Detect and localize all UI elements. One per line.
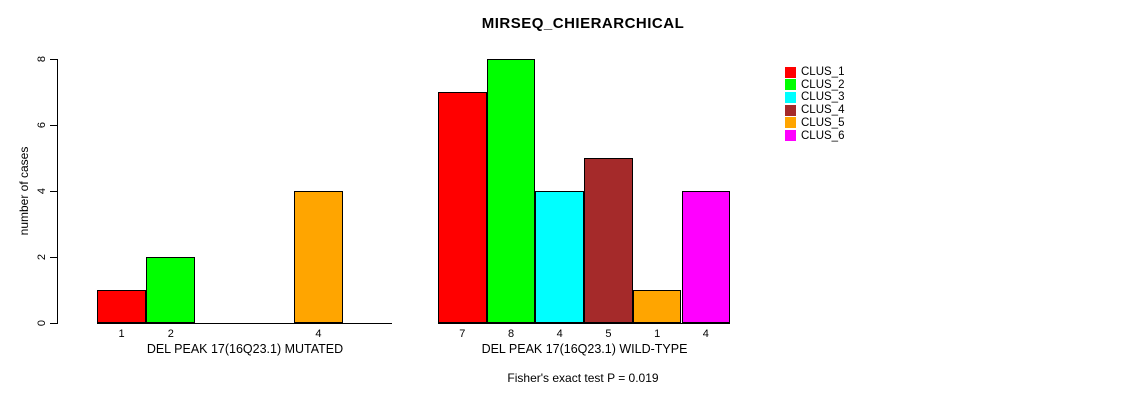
legend-item-CLUS_6: CLUS_6 (785, 130, 844, 142)
legend-color-swatch (785, 66, 796, 78)
y-tick (50, 191, 57, 192)
y-tick-label: 6 (36, 121, 48, 129)
legend-color-swatch (785, 79, 796, 91)
legend-label: CLUS_5 (801, 116, 845, 129)
bar-count-label: 8 (507, 328, 515, 340)
bar-count-label: 4 (702, 328, 709, 340)
bar-count-label: 5 (605, 328, 612, 340)
bar-count-label: 1 (654, 328, 661, 340)
bar-CLUS_3 (535, 191, 585, 323)
bar-count-label: 4 (556, 328, 563, 340)
x-baseline (438, 323, 730, 324)
legend-label: CLUS_1 (801, 66, 845, 78)
y-tick-label: 8 (36, 55, 48, 63)
y-tick-label: 4 (36, 187, 48, 195)
bar-count-label: 4 (315, 328, 322, 340)
bar-CLUS_2 (486, 59, 536, 323)
bar-count-label: 2 (167, 328, 174, 340)
legend-color-swatch (785, 117, 796, 129)
bar-CLUS_1 (97, 290, 147, 323)
bar-CLUS_1 (438, 92, 487, 323)
fisher-test-annotation: Fisher's exact test P = 0.019 (507, 371, 659, 385)
legend-item-CLUS_3: CLUS_3 (785, 91, 844, 103)
y-tick-label: 0 (36, 319, 48, 327)
legend-item-CLUS_2: CLUS_2 (785, 79, 844, 91)
legend-label: CLUS_4 (801, 104, 845, 117)
chart-title: MIRSEQ_CHIERARCHICAL (481, 15, 685, 32)
y-tick (50, 59, 57, 60)
legend-item-CLUS_1: CLUS_1 (785, 66, 844, 78)
legend-color-swatch (785, 91, 796, 103)
legend-item-CLUS_4: CLUS_4 (785, 104, 844, 116)
legend-color-swatch (785, 104, 796, 116)
group-label-mutated: DEL PEAK 17(16Q23.1) MUTATED (146, 342, 344, 356)
bar-CLUS_4 (584, 158, 633, 323)
bar-CLUS_5 (293, 191, 343, 323)
x-baseline (97, 323, 392, 324)
bar-count-label: 1 (118, 328, 125, 340)
legend-label: CLUS_6 (801, 129, 845, 142)
y-tick (50, 257, 57, 258)
legend-label: CLUS_3 (801, 91, 845, 104)
group-label-wild-type: DEL PEAK 17(16Q23.1) WILD-TYPE (481, 342, 688, 356)
legend-label: CLUS_2 (801, 78, 845, 91)
y-axis-line (57, 59, 58, 324)
y-tick (50, 323, 57, 324)
bar-count-label: 7 (459, 328, 466, 340)
y-tick-label: 2 (36, 253, 48, 261)
bar-CLUS_2 (146, 257, 196, 323)
legend-color-swatch (785, 130, 796, 141)
legend-item-CLUS_5: CLUS_5 (785, 117, 844, 129)
bar-CLUS_5 (632, 290, 682, 323)
y-tick (50, 125, 57, 126)
bar-CLUS_6 (681, 191, 731, 323)
